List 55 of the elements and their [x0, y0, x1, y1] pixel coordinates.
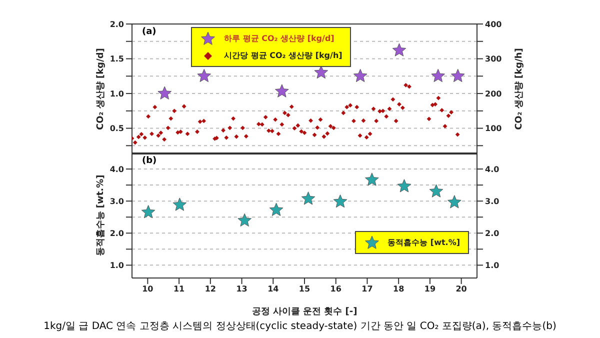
- y-tick-label: 4.0: [110, 164, 124, 174]
- y2-tick-label: 1.0: [485, 261, 500, 270]
- y2-tick-label: 100: [485, 124, 502, 134]
- x-tick-label: 17: [362, 284, 373, 294]
- x-tick-label: 18: [393, 284, 405, 294]
- y-axis-title: CO₂ 생산량 [kg/d]: [96, 48, 106, 130]
- legend-label: 동적흡수능 [wt.%]: [388, 237, 460, 249]
- annotation: (a): [142, 27, 156, 37]
- annotation: (b): [142, 156, 157, 166]
- point: [431, 68, 446, 82]
- x-tick-label: 14: [268, 284, 280, 294]
- y2-tick-label: 400: [485, 20, 502, 29]
- x-tick-label: 16: [330, 284, 342, 294]
- point: [141, 205, 156, 218]
- point: [333, 194, 348, 208]
- point: [275, 84, 289, 98]
- point: [392, 43, 406, 56]
- point: [314, 65, 328, 79]
- x-tick-label: 15: [298, 284, 310, 294]
- point: [450, 68, 465, 82]
- y2-axis-title: CO₂ 생산량 [kg/h]: [514, 48, 525, 130]
- y-tick-label: 1.0: [110, 89, 124, 98]
- point: [353, 68, 368, 82]
- y-tick-label: 1.0: [110, 261, 124, 270]
- y-tick-label: 2.0: [110, 20, 124, 29]
- point: [238, 213, 252, 227]
- point: [158, 86, 172, 100]
- x-tick-label: 20: [456, 284, 468, 294]
- text: 1kg/일 급 DAC 연속 고정층 시스템의 정상상태(cyclic steady-state) 기간 동안 일 CO₂ 포집량(a), 동적흡수능(b): [42, 320, 558, 333]
- point: [269, 202, 284, 216]
- x-tick-label: 12: [204, 284, 216, 294]
- y2-tick-label: 3.0: [485, 196, 500, 206]
- point: [301, 192, 316, 205]
- y-tick-label: 3.0: [110, 196, 124, 206]
- point: [448, 195, 462, 208]
- y2-tick-label: 300: [485, 54, 502, 64]
- y-tick-label: 0.5: [110, 124, 124, 134]
- y-axis-title: 동적흡수능 [wt.%]: [96, 174, 106, 256]
- y-tick-label: 2.0: [110, 228, 124, 238]
- point: [429, 184, 444, 198]
- x-axis-title: 공정 사이클 운전 횟수 [-]: [252, 307, 358, 317]
- y2-tick-label: 4.0: [485, 164, 500, 174]
- y2-tick-label: 2.0: [485, 228, 500, 238]
- y-tick-label: 1.5: [110, 54, 124, 64]
- point: [172, 198, 187, 211]
- x-tick-label: 11: [173, 284, 186, 294]
- legend-label: 하루 평균 CO₂ 생산량 [kg/d]: [224, 33, 334, 45]
- point: [197, 68, 212, 82]
- point: [365, 172, 379, 186]
- point: [397, 179, 412, 192]
- legend-label: 시간당 평균 CO₂ 생산량 [kg/h]: [224, 50, 342, 62]
- x-tick-label: 13: [236, 284, 248, 294]
- x-tick-label: 19: [424, 284, 436, 294]
- x-tick-label: 10: [142, 284, 154, 294]
- y2-tick-label: 200: [485, 89, 502, 98]
